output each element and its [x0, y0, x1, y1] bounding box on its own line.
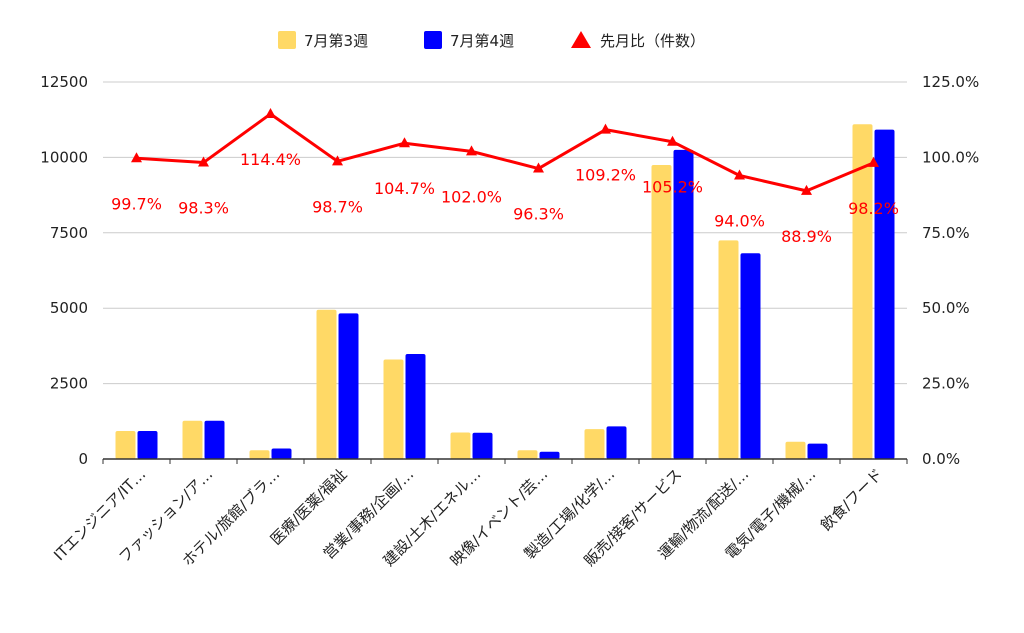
gridlines	[103, 81, 907, 385]
ratio-data-label: 94.0%	[714, 211, 765, 230]
ratio-marker	[332, 155, 343, 166]
ratio-marker	[466, 145, 477, 156]
right-tick-label: 0.0%	[922, 450, 960, 468]
left-tick-label: 12500	[40, 73, 88, 91]
bar-week3	[182, 420, 203, 459]
bar-week4	[405, 354, 426, 459]
ratio-data-label: 96.3%	[513, 205, 564, 224]
right-tick-label: 50.0%	[922, 299, 970, 317]
bar-week4	[271, 448, 292, 459]
right-tick-label: 25.0%	[922, 375, 970, 393]
ratio-marker	[399, 137, 410, 148]
ratio-marker	[198, 156, 209, 167]
bar-week3	[517, 450, 538, 459]
bar-series	[115, 124, 895, 460]
bar-week3	[651, 164, 672, 459]
bar-week3	[316, 309, 337, 459]
bar-week4	[539, 451, 560, 459]
ratio-data-label: 105.2%	[642, 178, 703, 197]
bar-week3	[450, 432, 471, 459]
left-tick-label: 5000	[50, 299, 88, 317]
ratio-marker	[600, 123, 611, 134]
ratio-data-label: 98.2%	[848, 199, 899, 218]
bar-week4	[807, 443, 828, 459]
ratio-marker	[265, 107, 276, 118]
bar-week4	[874, 129, 895, 459]
ratio-marker	[131, 152, 142, 163]
left-tick-label: 0	[78, 450, 88, 468]
bar-week3	[383, 359, 404, 459]
ratio-marker	[533, 162, 544, 173]
ratio-marker	[801, 184, 812, 195]
bar-week3	[852, 124, 873, 459]
bar-week3	[785, 441, 806, 459]
legend-label-ratio: 先月比（件数）	[600, 32, 705, 50]
left-tick-label: 7500	[50, 224, 88, 242]
category-labels: ITエンジニア/IT…ファッション/ア…ホテル/旅館/ブラ…医療/医薬/福祉営業…	[50, 465, 886, 570]
bar-week4	[338, 313, 359, 459]
bar-week4	[740, 253, 761, 459]
ratio-data-label: 109.2%	[575, 166, 636, 185]
ratio-marker	[734, 169, 745, 180]
ratio-data-label: 102.0%	[441, 187, 502, 206]
bar-week4	[606, 426, 627, 459]
bar-week3	[718, 240, 739, 459]
ratio-line	[136, 112, 875, 193]
bar-week4	[673, 149, 694, 460]
bar-week3	[249, 450, 270, 459]
bar-week3	[584, 429, 605, 459]
right-axis-ticks: 0.0% 25.0% 50.0% 75.0% 100.0% 125.0%	[922, 73, 979, 468]
ratio-line-series: 99.7% 98.3% 114.4% 98.7% 104.7% 102.0% 96.3% 10…	[111, 107, 899, 246]
legend-marker-ratio	[571, 31, 591, 48]
legend-label-week3: 7月第3週	[304, 32, 368, 50]
ratio-data-label: 104.7%	[374, 179, 435, 198]
ratio-data-label: 88.9%	[781, 227, 832, 246]
legend-swatch-week4	[424, 31, 442, 49]
ratio-marker	[667, 135, 678, 146]
ratio-marker	[868, 156, 879, 167]
legend-label-week4: 7月第4週	[450, 32, 514, 50]
bar-week4	[204, 420, 225, 459]
ratio-data-label: 99.7%	[111, 194, 162, 213]
left-tick-label: 10000	[40, 148, 88, 166]
bar-week3	[115, 430, 136, 459]
legend-swatch-week3	[278, 31, 296, 49]
left-axis-ticks: 0 2500 5000 7500 10000 12500	[40, 73, 88, 468]
x-axis	[102, 458, 908, 464]
ratio-data-label: 98.3%	[178, 199, 229, 218]
right-tick-label: 125.0%	[922, 73, 979, 91]
legend: 7月第3週 7月第4週 先月比（件数）	[278, 31, 705, 50]
bar-week4	[472, 432, 493, 459]
right-tick-label: 100.0%	[922, 148, 979, 166]
ratio-data-label: 98.7%	[312, 197, 363, 216]
ratio-data-label: 114.4%	[240, 150, 301, 169]
left-tick-label: 2500	[50, 375, 88, 393]
category-label: 飲食/フード	[817, 465, 886, 534]
right-tick-label: 75.0%	[922, 224, 970, 242]
bar-week4	[137, 430, 158, 459]
